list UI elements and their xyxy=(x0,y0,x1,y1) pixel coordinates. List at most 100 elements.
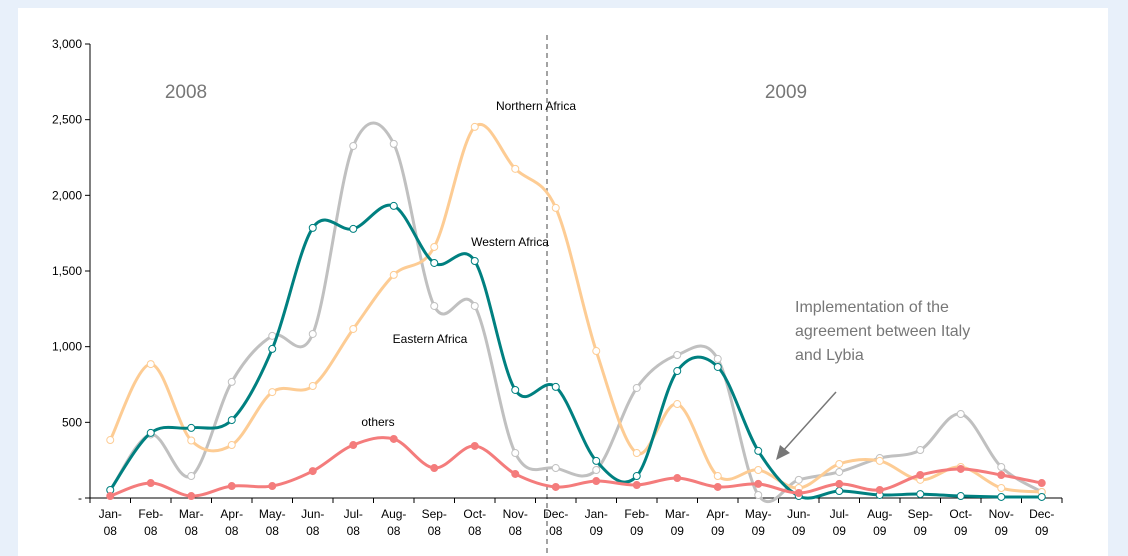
data-point xyxy=(308,382,317,391)
data-point xyxy=(673,474,682,483)
data-point xyxy=(227,441,236,450)
data-point xyxy=(956,410,965,419)
data-point xyxy=(146,428,155,437)
data-point xyxy=(268,388,277,397)
data-point xyxy=(470,122,479,131)
data-point xyxy=(794,475,803,484)
data-point xyxy=(956,492,965,501)
data-point xyxy=(389,270,398,279)
data-point xyxy=(916,446,925,455)
x-tick-label: Dec-09 xyxy=(1029,507,1054,538)
x-tick-label: Apr-09 xyxy=(706,507,729,538)
data-point xyxy=(551,464,560,473)
y-tick-label: - xyxy=(78,491,82,505)
data-point xyxy=(308,467,317,476)
note-line: agreement between Italy xyxy=(795,323,970,340)
data-point xyxy=(592,466,601,475)
x-tick-label: Nov-08 xyxy=(503,507,528,538)
data-point xyxy=(1037,492,1046,501)
series-line xyxy=(108,123,1042,494)
data-point xyxy=(713,472,722,481)
x-tick-label: Jan-09 xyxy=(585,507,608,538)
note-line: and Lybia xyxy=(795,347,864,364)
data-point xyxy=(592,347,601,356)
x-tick-label: Jul-09 xyxy=(830,507,849,538)
y-tick-label: 2,500 xyxy=(52,113,82,127)
data-point xyxy=(754,479,763,488)
x-tick-label: Feb-09 xyxy=(624,507,649,538)
arrow-head xyxy=(776,445,790,460)
data-point xyxy=(632,449,641,458)
data-point xyxy=(592,477,601,486)
data-point xyxy=(349,141,358,150)
x-tick-label: May-09 xyxy=(745,507,772,538)
data-point xyxy=(673,367,682,376)
data-point xyxy=(754,466,763,475)
data-point xyxy=(551,203,560,212)
arrow-shaft xyxy=(781,391,837,453)
x-tick-label: Apr-08 xyxy=(220,507,243,538)
data-point xyxy=(511,449,520,458)
data-point xyxy=(835,479,844,488)
data-point xyxy=(146,479,155,488)
data-point xyxy=(146,360,155,369)
data-point xyxy=(389,201,398,210)
data-point xyxy=(673,350,682,359)
data-point xyxy=(835,467,844,476)
data-point xyxy=(632,383,641,392)
data-point xyxy=(187,472,196,481)
data-point xyxy=(268,344,277,353)
y-tick-label: 2,000 xyxy=(52,188,82,202)
x-tick-label: Jan-08 xyxy=(99,507,122,538)
x-tick-label: Jul-08 xyxy=(344,507,363,538)
x-tick-label: May-08 xyxy=(259,507,286,538)
y-tick-label: 1,000 xyxy=(52,340,82,354)
x-tick-label: Oct-09 xyxy=(949,507,972,538)
x-tick-label: Dec-08 xyxy=(543,507,568,538)
data-point xyxy=(308,223,317,232)
data-point xyxy=(511,469,520,478)
series-label: Eastern Africa xyxy=(393,332,468,346)
data-point xyxy=(835,487,844,496)
x-tick-label: Jun-08 xyxy=(301,507,324,538)
data-point xyxy=(1037,479,1046,488)
x-tick-label: Aug-08 xyxy=(381,507,406,538)
data-point xyxy=(673,400,682,409)
data-point xyxy=(956,464,965,473)
data-point xyxy=(794,489,803,498)
data-point xyxy=(875,456,884,465)
data-point xyxy=(470,301,479,310)
data-point xyxy=(713,482,722,491)
data-point xyxy=(511,385,520,394)
data-point xyxy=(430,242,439,251)
x-tick-label: Sep-08 xyxy=(422,507,447,538)
data-point xyxy=(754,490,763,499)
data-point xyxy=(632,472,641,481)
series-label: others xyxy=(361,415,394,429)
series-label: Northern Africa xyxy=(496,99,576,113)
data-point xyxy=(106,492,115,501)
data-point xyxy=(308,329,317,338)
x-tick-label: Aug-09 xyxy=(867,507,892,538)
data-point xyxy=(875,485,884,494)
data-point xyxy=(106,436,115,445)
data-point xyxy=(916,490,925,499)
data-point xyxy=(551,382,560,391)
data-point xyxy=(997,484,1006,493)
data-point xyxy=(227,377,236,386)
note-line: Implementation of the xyxy=(795,299,949,316)
data-point xyxy=(389,139,398,148)
x-tick-label: Nov-09 xyxy=(989,507,1014,538)
x-tick-label: Sep-09 xyxy=(908,507,933,538)
data-point xyxy=(227,482,236,491)
data-point xyxy=(430,258,439,267)
data-point xyxy=(997,470,1006,479)
data-point xyxy=(470,441,479,450)
x-tick-label: Oct-08 xyxy=(463,507,486,538)
data-point xyxy=(430,464,439,473)
data-point xyxy=(997,462,1006,471)
data-point xyxy=(349,324,358,333)
data-point xyxy=(713,362,722,371)
data-point xyxy=(470,257,479,266)
